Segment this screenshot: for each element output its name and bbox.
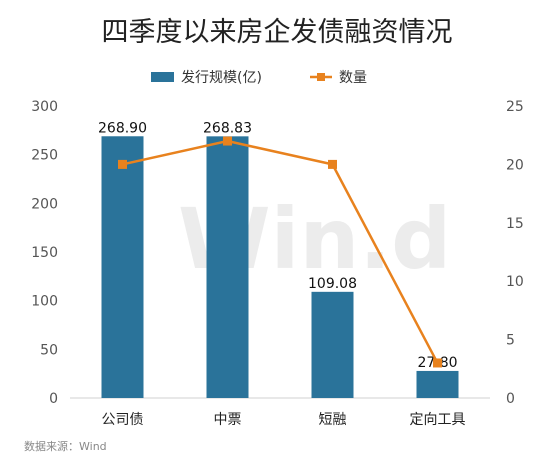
line-series: [118, 136, 442, 368]
count-point: [118, 159, 127, 169]
left-tick-label: 0: [49, 391, 58, 407]
right-tick-label: 25: [506, 99, 524, 115]
legend-swatch-bar: [151, 72, 174, 82]
bar-value-label: 109.08: [308, 276, 357, 292]
legend-label-bar: 发行规模(亿): [181, 70, 262, 86]
bar: [311, 291, 354, 398]
bar: [101, 136, 144, 398]
chart-title: 四季度以来房企发债融资情况: [102, 17, 453, 48]
category-label: 中票: [214, 412, 242, 428]
bar: [416, 370, 459, 398]
count-point: [223, 136, 232, 146]
left-tick-label: 300: [31, 99, 58, 115]
count-point: [433, 358, 442, 368]
category-label: 定向工具: [410, 412, 466, 428]
left-tick-label: 150: [31, 245, 58, 261]
count-point: [328, 159, 337, 169]
left-tick-label: 200: [31, 196, 58, 212]
right-tick-label: 5: [506, 333, 515, 349]
right-tick-label: 20: [506, 157, 524, 173]
count-line: [122, 139, 439, 364]
bar-value-label: 268.83: [203, 120, 252, 136]
left-tick-label: 50: [40, 342, 58, 358]
bar-value-label: 268.90: [98, 120, 147, 136]
legend-label-line: 数量: [339, 70, 367, 86]
bar-series: [101, 136, 459, 398]
right-tick-label: 0: [506, 391, 515, 407]
right-axis: 0 5 10 15 20 25: [506, 99, 524, 407]
right-tick-label: 15: [506, 216, 524, 232]
right-tick-label: 10: [506, 274, 524, 290]
category-label: 短融: [319, 412, 347, 428]
source-note: 数据来源：Wind: [24, 439, 107, 453]
left-tick-label: 100: [31, 294, 58, 310]
legend: 发行规模(亿) 数量: [151, 70, 367, 86]
bar: [206, 136, 249, 398]
left-tick-label: 250: [31, 148, 58, 164]
category-labels: 公司债 中票 短融 定向工具: [102, 412, 466, 428]
category-label: 公司债: [102, 412, 144, 428]
legend-marker-line: [317, 73, 325, 81]
left-axis: 0 50 100 150 200 250 300: [31, 99, 58, 407]
